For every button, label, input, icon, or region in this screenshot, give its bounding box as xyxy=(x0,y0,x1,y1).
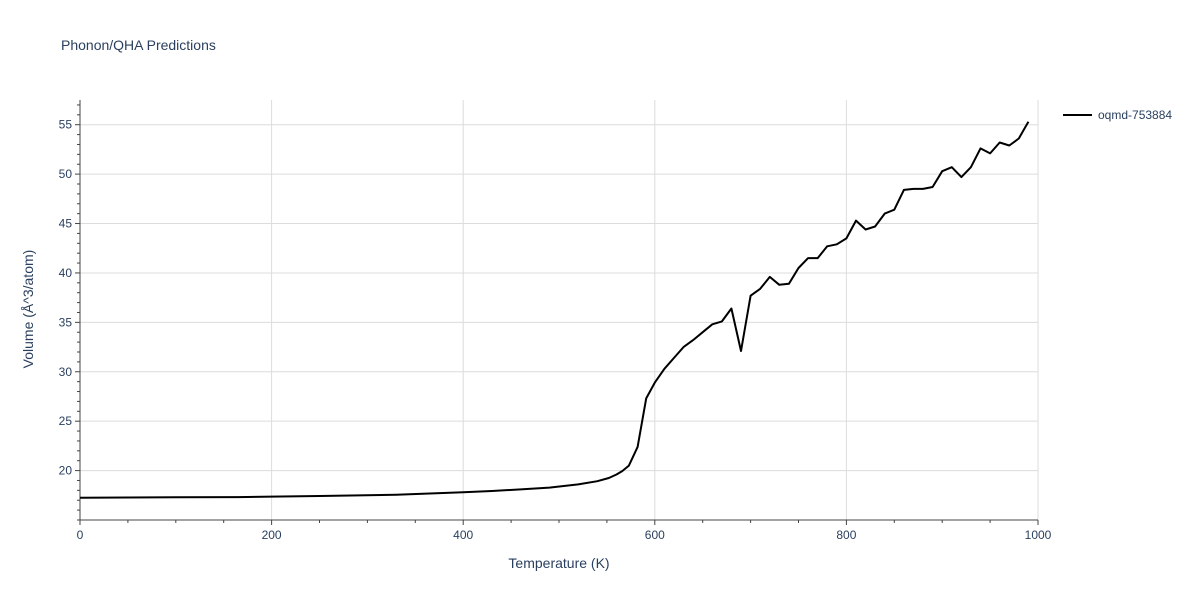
x-tick-label: 1000 xyxy=(1025,528,1052,542)
y-tick-label: 50 xyxy=(59,167,73,181)
tick-labels: 0 200 400 600 800 1000 20 25 30 35 40 45 50 55 xyxy=(59,118,1052,542)
series xyxy=(79,121,1030,499)
x-axis-title: Temperature (K) xyxy=(508,555,609,571)
grid xyxy=(80,100,1039,520)
y-tick-label: 35 xyxy=(59,315,73,329)
y-axis-title: Volume (Å^3/atom) xyxy=(20,250,36,369)
y-tick-label: 25 xyxy=(59,414,73,428)
x-tick-label: 0 xyxy=(77,528,84,542)
y-tick-label: 55 xyxy=(59,118,73,132)
legend[interactable]: oqmd-753884 xyxy=(1063,108,1172,122)
y-tick-label: 40 xyxy=(59,266,73,280)
x-tick-label: 400 xyxy=(453,528,473,542)
legend-label: oqmd-753884 xyxy=(1098,108,1172,122)
series-line xyxy=(79,121,1030,499)
x-tick-label: 600 xyxy=(645,528,665,542)
chart-title: Phonon/QHA Predictions xyxy=(61,37,216,53)
y-tick-label: 30 xyxy=(59,365,73,379)
axes xyxy=(75,100,1039,525)
x-tick-label: 800 xyxy=(836,528,856,542)
y-tick-label: 45 xyxy=(59,217,73,231)
y-tick-label: 20 xyxy=(59,464,73,478)
x-tick-label: 200 xyxy=(262,528,282,542)
